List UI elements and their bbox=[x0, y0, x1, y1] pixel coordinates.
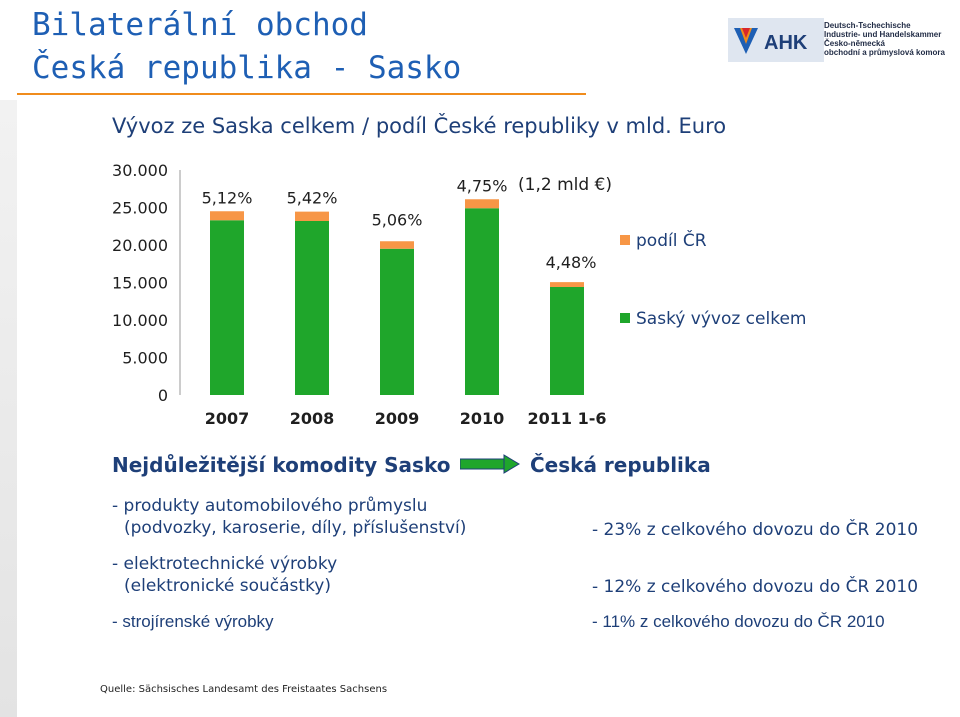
sidebar-decoration bbox=[0, 100, 17, 717]
commodity-2-share: - 12% z celkového dovozu do ČR 2010 bbox=[592, 577, 919, 597]
data-label: 5,06% bbox=[372, 210, 423, 229]
legend-item-total: Saský vývoz celkem bbox=[620, 309, 806, 329]
right-arrow-icon bbox=[460, 454, 520, 474]
bar-chart: 30.000 25.000 20.000 15.000 10.000 5.000 0 200… bbox=[112, 161, 612, 428]
data-label: 4,75% bbox=[457, 176, 508, 195]
y-tick-label: 5.000 bbox=[122, 349, 168, 368]
y-tick-label: 20.000 bbox=[112, 236, 168, 255]
x-tick-label: 2010 bbox=[460, 409, 505, 428]
bar-share bbox=[380, 241, 414, 249]
commodity-3-title: - strojírenské výrobky bbox=[112, 612, 274, 631]
source-note: Quelle: Sächsisches Landesamt des Freist… bbox=[100, 684, 388, 695]
title-divider bbox=[17, 93, 586, 95]
bar-total bbox=[380, 248, 414, 395]
ahk-logo-emblem: AHK bbox=[728, 18, 824, 62]
x-tick-label: 2011 1-6 bbox=[527, 409, 606, 428]
logo-line-1: Deutsch-Tschechische bbox=[824, 21, 911, 30]
commodity-2-title: - elektrotechnické výrobky bbox=[112, 554, 338, 574]
data-label: 4,48% bbox=[546, 253, 597, 272]
y-tick-label: 15.000 bbox=[112, 274, 168, 293]
page-title: Bilaterální obchod Česká republika - Sas… bbox=[32, 4, 461, 90]
legend-label-share: podíl ČR bbox=[636, 231, 707, 251]
page-title-line-1: Bilaterální obchod bbox=[32, 7, 368, 43]
commodity-3-share: - 11% z celkového dovozu do ČR 2010 bbox=[592, 612, 885, 631]
y-tick-label: 0 bbox=[158, 386, 168, 405]
legend-swatch-share bbox=[620, 235, 630, 245]
chart-title: Vývoz ze Saska celkem / podíl České repu… bbox=[112, 114, 727, 138]
logo-line-2: Industrie- und Handelskammer bbox=[824, 30, 942, 39]
commodity-1-share: - 23% z celkového dovozu do ČR 2010 bbox=[592, 520, 919, 540]
legend-swatch-total bbox=[620, 313, 630, 323]
data-label: 5,42% bbox=[287, 189, 338, 208]
legend-item-share: podíl ČR bbox=[620, 231, 707, 251]
logo-line-3: Česko-německá bbox=[824, 39, 885, 48]
commodities-heading: Nejdůležitější komodity Sasko bbox=[112, 453, 451, 477]
data-label: 5,12% bbox=[202, 188, 253, 207]
bar-share bbox=[295, 211, 329, 221]
czech-heading: Česká republika bbox=[530, 453, 711, 477]
x-tick-label: 2007 bbox=[205, 409, 250, 428]
bar-total bbox=[295, 221, 329, 395]
bar-total bbox=[465, 208, 499, 395]
ahk-logo-mark: AHK bbox=[764, 32, 808, 54]
bar-total bbox=[550, 287, 584, 395]
commodity-1-title: - produkty automobilového průmyslu bbox=[112, 496, 428, 516]
chart-annotation: (1,2 mld €) bbox=[518, 175, 612, 195]
bar-share bbox=[210, 211, 244, 221]
x-tick-label: 2008 bbox=[290, 409, 335, 428]
x-tick-label: 2009 bbox=[375, 409, 420, 428]
y-tick-label: 10.000 bbox=[112, 311, 168, 330]
bar-share bbox=[550, 282, 584, 287]
bar-total bbox=[210, 220, 244, 395]
ahk-logo-text: Deutsch-Tschechische Industrie- und Hand… bbox=[824, 21, 945, 57]
ahk-logo: AHK Deutsch-Tschechische Industrie- und … bbox=[728, 18, 945, 62]
commodity-1-detail: (podvozky, karoserie, díly, příslušenstv… bbox=[124, 518, 467, 538]
logo-line-4: obchodní a průmyslová komora bbox=[824, 48, 945, 57]
ahk-emblem-icon: AHK bbox=[734, 28, 808, 54]
y-tick-label: 25.000 bbox=[112, 199, 168, 218]
legend-label-total: Saský vývoz celkem bbox=[636, 309, 807, 329]
y-tick-label: 30.000 bbox=[112, 161, 168, 180]
commodity-2-detail: (elektronické součástky) bbox=[124, 576, 331, 596]
bar-share bbox=[465, 199, 499, 209]
page-title-line-2: Česká republika - Sasko bbox=[32, 50, 462, 86]
